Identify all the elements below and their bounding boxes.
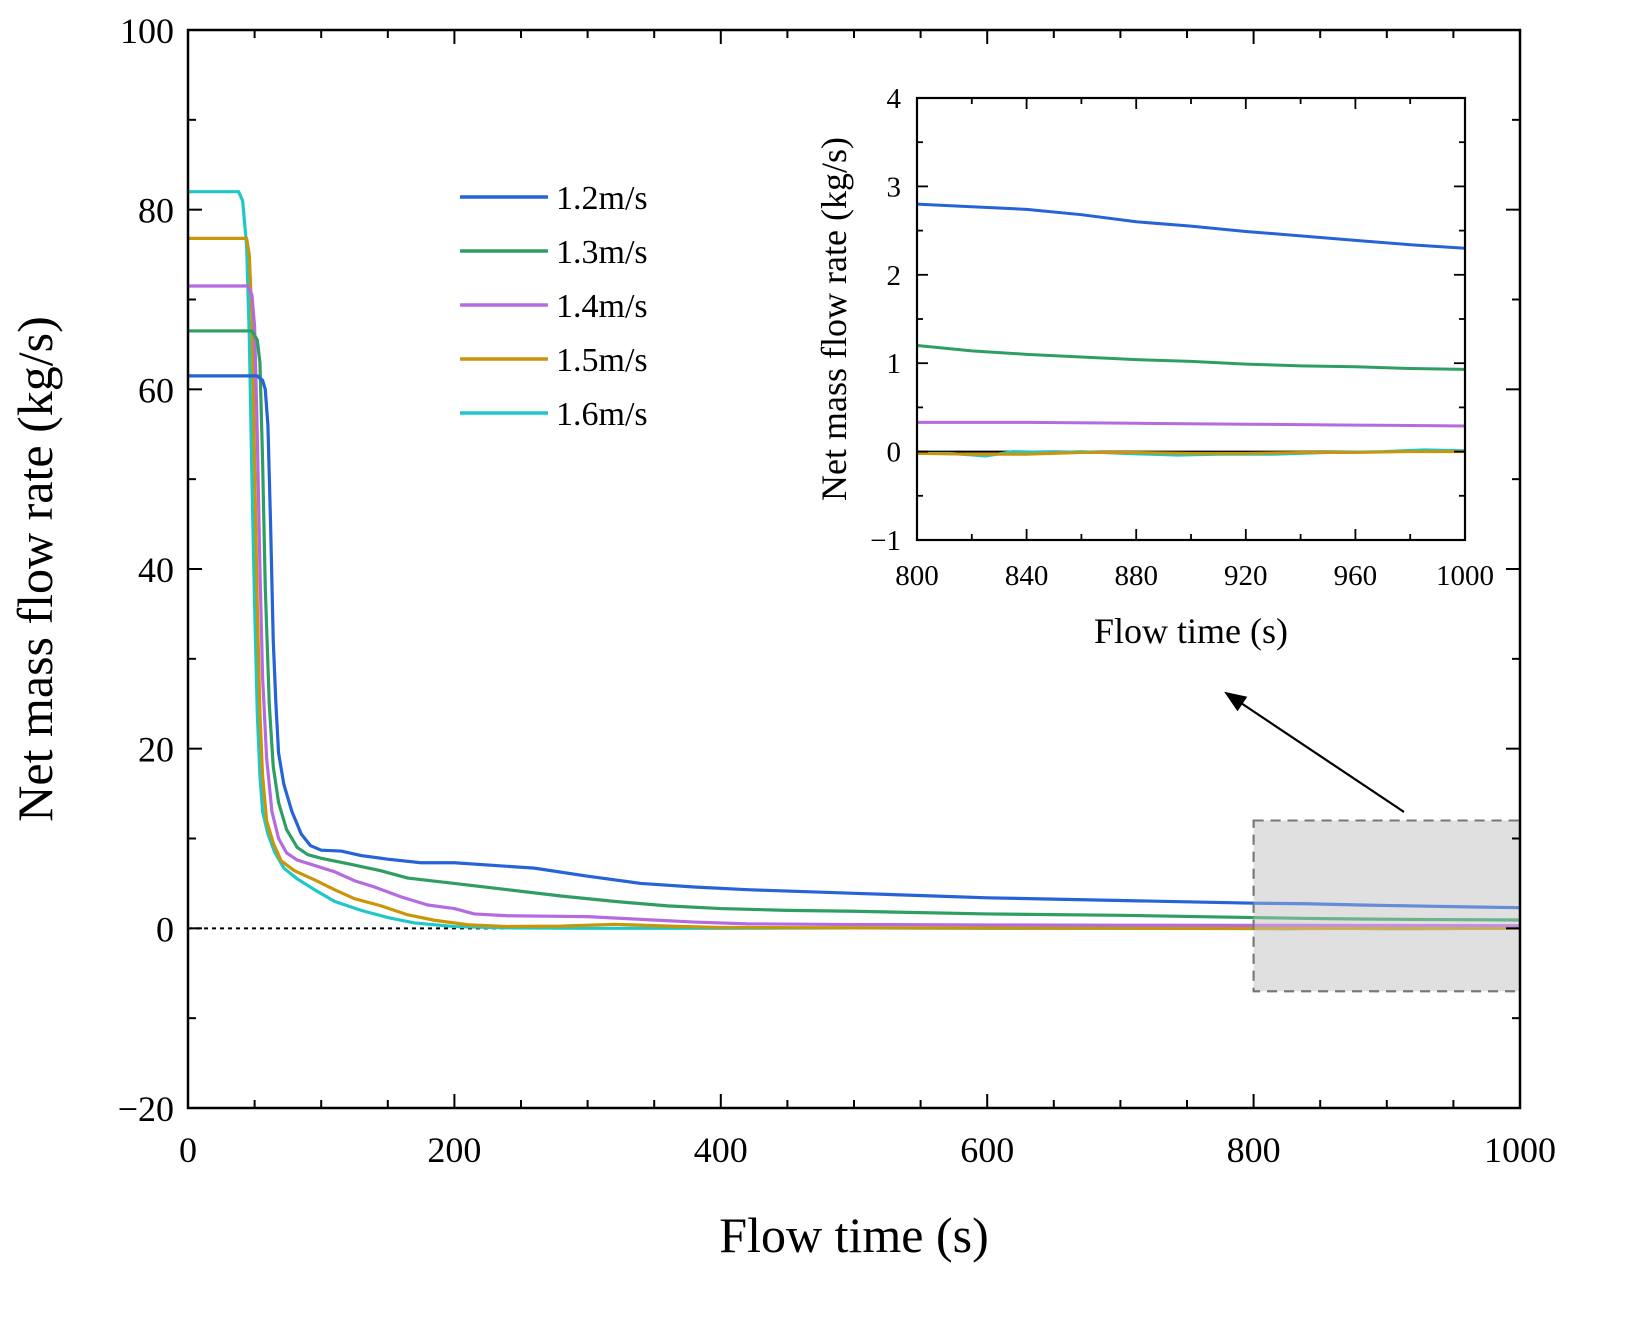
inset-y-tick-label: 3 xyxy=(887,171,902,203)
x-tick-label: 1000 xyxy=(1484,1130,1556,1170)
inset-x-tick-label: 920 xyxy=(1224,560,1268,592)
legend-label: 1.2m/s xyxy=(556,180,648,217)
legend-label: 1.4m/s xyxy=(556,288,648,325)
inset-series-line-1-4m-s xyxy=(917,420,1465,428)
y-tick-label: 40 xyxy=(138,550,174,590)
inset-x-axis-title: Flow time (s) xyxy=(1094,611,1288,651)
x-axis-title: Flow time (s) xyxy=(719,1207,988,1263)
inset-series-line-1-3m-s xyxy=(917,344,1465,371)
inset-series-line-1-2m-s xyxy=(917,202,1465,250)
y-tick-label: 20 xyxy=(138,730,174,770)
x-tick-label: 200 xyxy=(427,1130,481,1170)
inset-x-tick-label: 840 xyxy=(1005,560,1049,592)
y-axis-title: Net mass flow rate (kg/s) xyxy=(7,316,63,821)
y-tick-label: −20 xyxy=(118,1089,174,1129)
inset-y-axis-title: Net mass flow rate (kg/s) xyxy=(814,137,854,501)
inset-y-tick-label: 0 xyxy=(887,437,902,469)
inset-series-line-1-5m-s xyxy=(917,450,1465,456)
series-line-1-4m-s xyxy=(188,284,1520,928)
legend-label: 1.3m/s xyxy=(556,234,648,271)
inset-x-tick-label: 800 xyxy=(895,560,939,592)
inset-series-group xyxy=(917,202,1465,458)
series-line-1-3m-s xyxy=(188,329,1520,922)
y-tick-label: 60 xyxy=(138,370,174,410)
legend-label: 1.6m/s xyxy=(556,396,648,433)
inset-y-tick-label: 1 xyxy=(887,348,902,380)
zoom-arrow xyxy=(1224,691,1405,813)
inset-y-tick-label: −1 xyxy=(870,525,901,557)
x-tick-label: 0 xyxy=(179,1130,197,1170)
y-tick-label: 0 xyxy=(156,909,174,949)
inset-x-tick-label: 880 xyxy=(1114,560,1158,592)
x-tick-label: 800 xyxy=(1227,1130,1281,1170)
y-tick-label: 80 xyxy=(138,191,174,231)
y-tick-label: 100 xyxy=(120,11,174,51)
x-tick-label: 600 xyxy=(960,1130,1014,1170)
series-line-1-2m-s xyxy=(188,374,1520,910)
inset-background xyxy=(917,98,1465,540)
inset-y-tick-label: 4 xyxy=(887,83,902,115)
legend-label: 1.5m/s xyxy=(556,342,648,379)
inset-y-tick-label: 2 xyxy=(887,260,902,292)
zoom-region-overlay xyxy=(1252,819,1521,993)
inset-x-tick-label: 960 xyxy=(1334,560,1378,592)
legend: 1.2m/s 1.3m/s 1.4m/s 1.5m/s 1.6m/s xyxy=(460,180,648,433)
main-series-group xyxy=(188,190,1520,931)
x-tick-label: 400 xyxy=(694,1130,748,1170)
series-line-1-5m-s xyxy=(188,236,1520,931)
inset-x-tick-label: 1000 xyxy=(1436,560,1494,592)
